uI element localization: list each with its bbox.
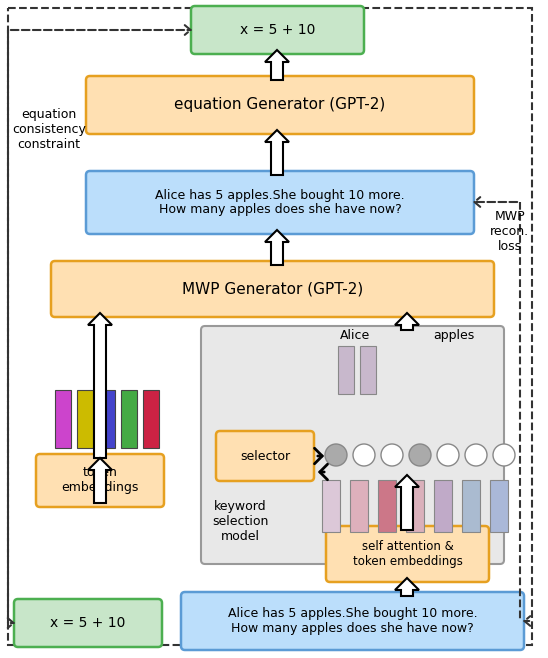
- FancyBboxPatch shape: [51, 261, 494, 317]
- Circle shape: [409, 444, 431, 466]
- Text: self attention &
token embeddings: self attention & token embeddings: [352, 540, 463, 568]
- Text: Alice has 5 apples.She bought 10 more.
How many apples does she have now?: Alice has 5 apples.She bought 10 more. H…: [227, 607, 477, 635]
- FancyBboxPatch shape: [181, 592, 524, 650]
- Bar: [99, 390, 115, 448]
- FancyBboxPatch shape: [36, 454, 164, 507]
- Text: MWP Generator (GPT-2): MWP Generator (GPT-2): [182, 282, 363, 297]
- FancyBboxPatch shape: [326, 526, 489, 582]
- FancyBboxPatch shape: [201, 326, 504, 564]
- FancyBboxPatch shape: [191, 6, 364, 54]
- Text: Alice has 5 apples.She bought 10 more.
How many apples does she have now?: Alice has 5 apples.She bought 10 more. H…: [155, 188, 405, 216]
- Circle shape: [465, 444, 487, 466]
- FancyBboxPatch shape: [216, 431, 314, 481]
- Text: equation Generator (GPT-2): equation Generator (GPT-2): [174, 97, 386, 113]
- FancyBboxPatch shape: [86, 76, 474, 134]
- Polygon shape: [88, 313, 112, 458]
- Polygon shape: [265, 130, 289, 175]
- Bar: [490, 480, 508, 532]
- Text: MWP
recon.
loss: MWP recon. loss: [490, 210, 529, 253]
- Polygon shape: [265, 230, 289, 265]
- FancyBboxPatch shape: [86, 171, 474, 234]
- Circle shape: [353, 444, 375, 466]
- Text: token
embeddings: token embeddings: [61, 467, 139, 495]
- Bar: [121, 390, 137, 448]
- Circle shape: [325, 444, 347, 466]
- Text: x = 5 + 10: x = 5 + 10: [50, 616, 125, 630]
- Polygon shape: [395, 578, 419, 596]
- Polygon shape: [265, 50, 289, 80]
- Bar: [55, 390, 71, 448]
- Text: x = 5 + 10: x = 5 + 10: [240, 23, 315, 37]
- Polygon shape: [88, 458, 112, 503]
- Bar: [322, 480, 340, 532]
- Circle shape: [437, 444, 459, 466]
- Bar: [338, 346, 354, 394]
- Bar: [462, 480, 480, 532]
- Bar: [378, 480, 396, 532]
- Polygon shape: [395, 475, 419, 530]
- Text: selector: selector: [240, 449, 290, 463]
- FancyBboxPatch shape: [14, 599, 162, 647]
- Bar: [360, 346, 376, 394]
- Text: equation
consistency
constraint: equation consistency constraint: [12, 108, 86, 151]
- Circle shape: [493, 444, 515, 466]
- Bar: [143, 390, 159, 448]
- Text: keyword
selection
model: keyword selection model: [212, 500, 269, 543]
- Polygon shape: [395, 313, 419, 330]
- Text: apples: apples: [433, 329, 474, 342]
- Circle shape: [381, 444, 403, 466]
- Bar: [406, 480, 424, 532]
- Bar: [350, 480, 368, 532]
- Text: Alice: Alice: [340, 329, 370, 342]
- Bar: [434, 480, 452, 532]
- Bar: [77, 390, 93, 448]
